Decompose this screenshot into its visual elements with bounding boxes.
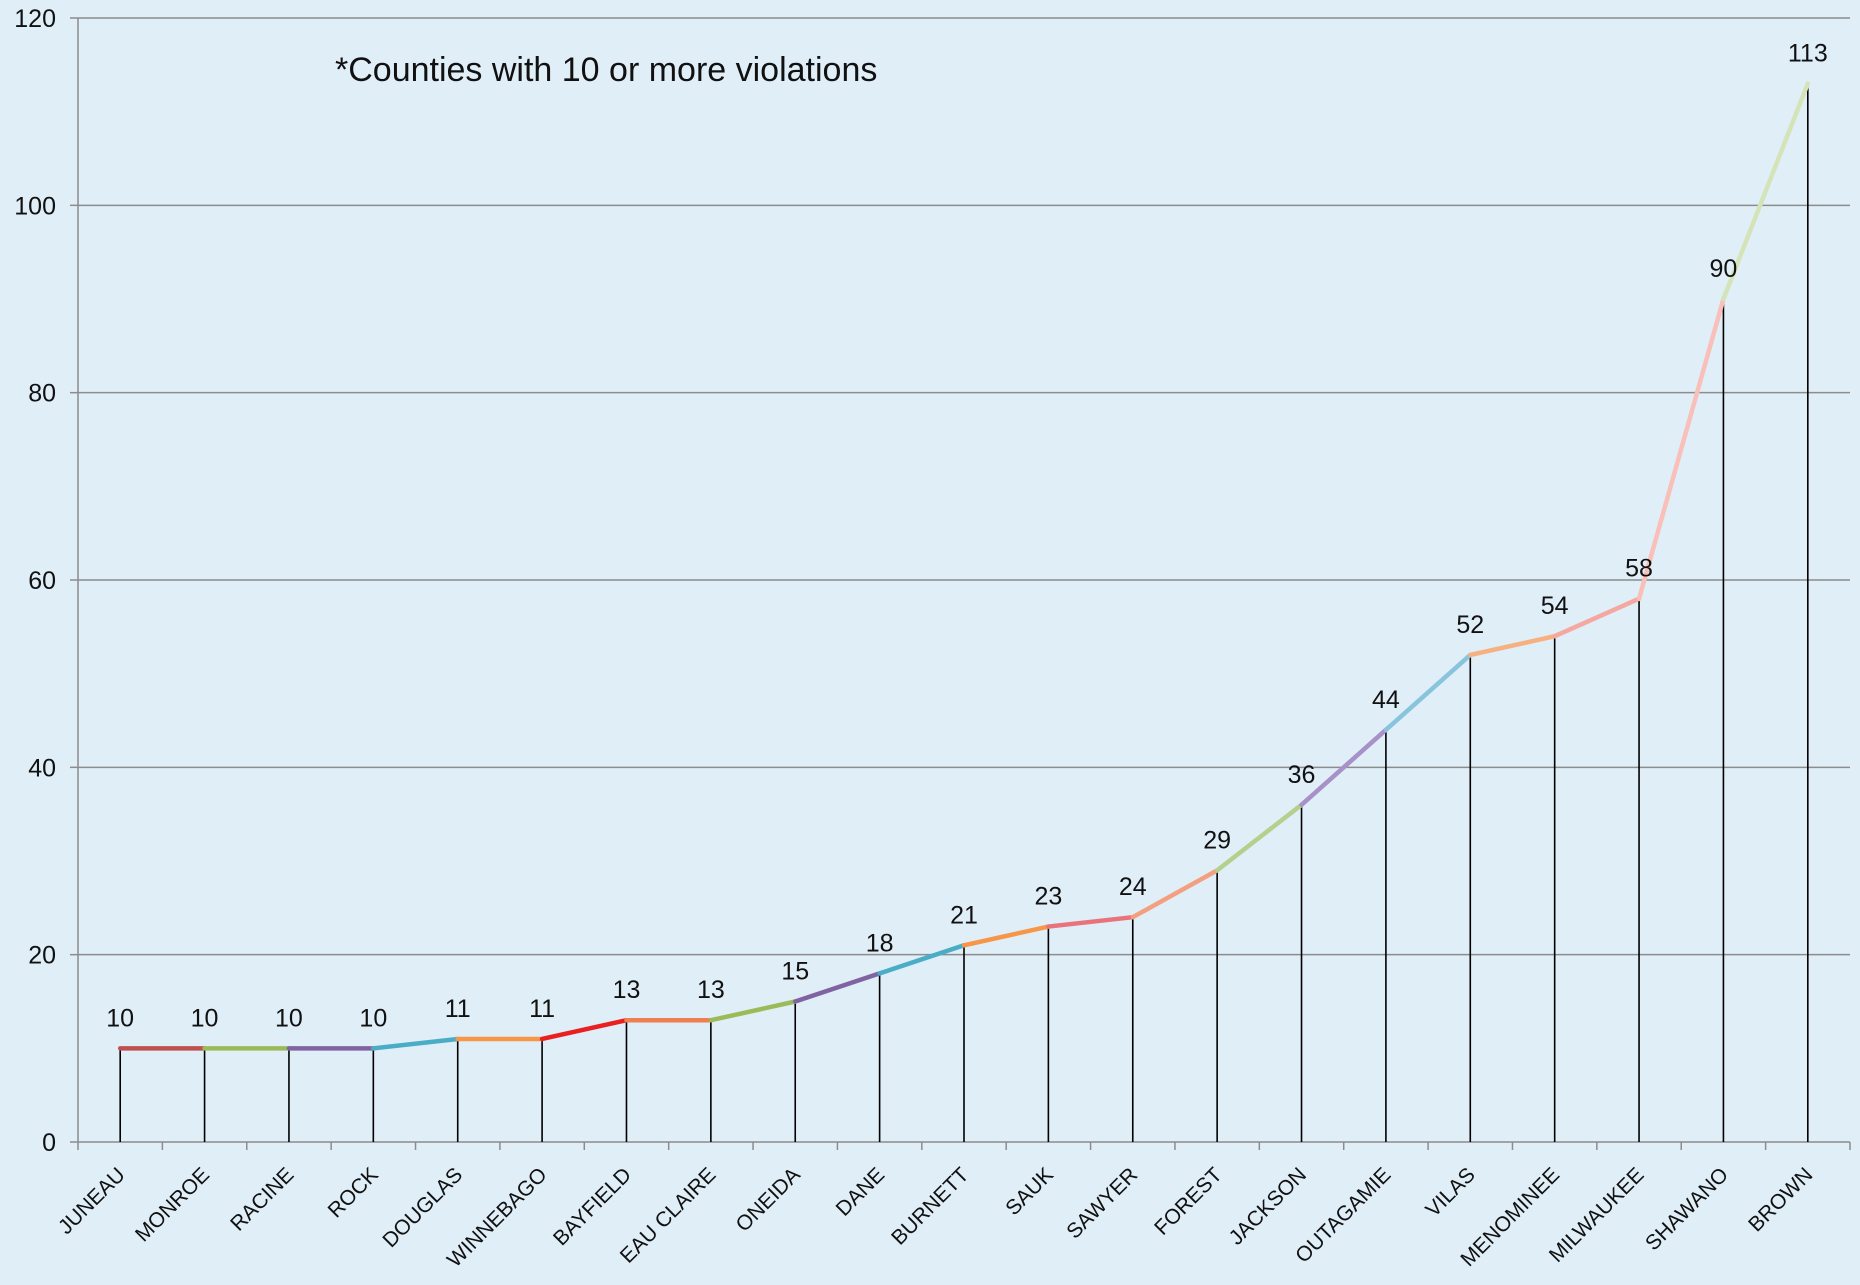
data-label: 21: [950, 901, 978, 929]
x-tick-label: BROWN: [1744, 1163, 1817, 1236]
data-label: 11: [445, 995, 471, 1023]
data-label: 90: [1710, 255, 1738, 283]
x-tick-label: ONEIDA: [732, 1163, 805, 1236]
data-label: 10: [359, 1004, 387, 1032]
data-label: 15: [781, 958, 809, 986]
data-label: 11: [529, 995, 555, 1023]
series-line: [117, 81, 1811, 1051]
data-label: 23: [1034, 883, 1062, 911]
x-tick-label: SAWYER: [1062, 1163, 1142, 1243]
line-segment: [1046, 914, 1136, 929]
x-tick-label: RACINE: [226, 1163, 298, 1235]
data-label: 29: [1203, 826, 1231, 854]
y-tick-label: 100: [14, 192, 56, 220]
data-label: 10: [106, 1004, 134, 1032]
y-tick-label: 80: [28, 380, 56, 408]
x-tick-label: SAUK: [1001, 1163, 1058, 1220]
line-segment: [877, 943, 967, 976]
x-tick-label: VILAS: [1421, 1163, 1479, 1221]
line-segment: [961, 924, 1051, 948]
gridlines: [78, 17, 1850, 956]
data-label: 44: [1372, 686, 1400, 714]
y-tick-label: 20: [28, 942, 56, 970]
line-segment: [792, 971, 882, 1004]
x-tick-label: BAYFIELD: [549, 1163, 636, 1250]
y-tick-label: 40: [28, 754, 56, 782]
line-segment: [539, 1017, 629, 1042]
y-tick-label: 0: [42, 1129, 56, 1157]
axes: [70, 17, 1851, 1150]
line-segment: [1214, 802, 1304, 873]
x-tick-label: JUNEAU: [54, 1163, 130, 1239]
x-tick-label: FOREST: [1150, 1163, 1227, 1240]
x-tick-label: JACKSON: [1225, 1163, 1311, 1249]
x-tick-labels: JUNEAU MONROE RACINE ROCKDOUGLASWINNEBAGOBA…: [54, 1163, 1817, 1272]
drop-lines: [119, 83, 1809, 1142]
data-labels: 10 10 10 10 11 11 13 13 15 18 21 23 24 29 36 44 52 54 58 90…: [106, 40, 1827, 1033]
data-label: 24: [1119, 873, 1147, 901]
line-segment: [1552, 596, 1642, 639]
data-label: 58: [1625, 555, 1653, 583]
line-segment: [1721, 81, 1811, 302]
chart-annotation: *Counties with 10 or more violations: [335, 51, 877, 89]
data-label: 36: [1288, 761, 1316, 789]
x-tick-label: DOUGLAS: [378, 1163, 467, 1252]
x-tick-label: MONROE: [131, 1163, 214, 1246]
x-tick-label: BURNETT: [887, 1163, 974, 1250]
y-tick-labels: 0 20 40 60 80 100 120: [14, 5, 56, 1157]
x-tick-label: SHAWANO: [1641, 1163, 1733, 1255]
data-label: 52: [1456, 611, 1484, 639]
line-segment: [1468, 633, 1557, 658]
data-label: 10: [275, 1004, 303, 1032]
y-tick-label: 120: [14, 5, 56, 33]
line-segment: [1130, 868, 1220, 920]
data-label: 13: [697, 976, 725, 1004]
data-label: 113: [1788, 40, 1828, 68]
line-segment: [371, 1036, 460, 1051]
x-tick-label: DANE: [832, 1163, 890, 1221]
data-label: 18: [866, 929, 894, 957]
data-label: 13: [613, 976, 641, 1004]
line-segment: [708, 999, 798, 1023]
y-tick-label: 60: [28, 567, 56, 595]
line-segment: [1636, 296, 1726, 601]
data-label: 54: [1541, 592, 1569, 620]
x-tick-label: ROCK: [324, 1163, 383, 1222]
line-segment: [1299, 727, 1389, 808]
data-label: 10: [191, 1004, 219, 1032]
line-segment: [1383, 652, 1473, 733]
